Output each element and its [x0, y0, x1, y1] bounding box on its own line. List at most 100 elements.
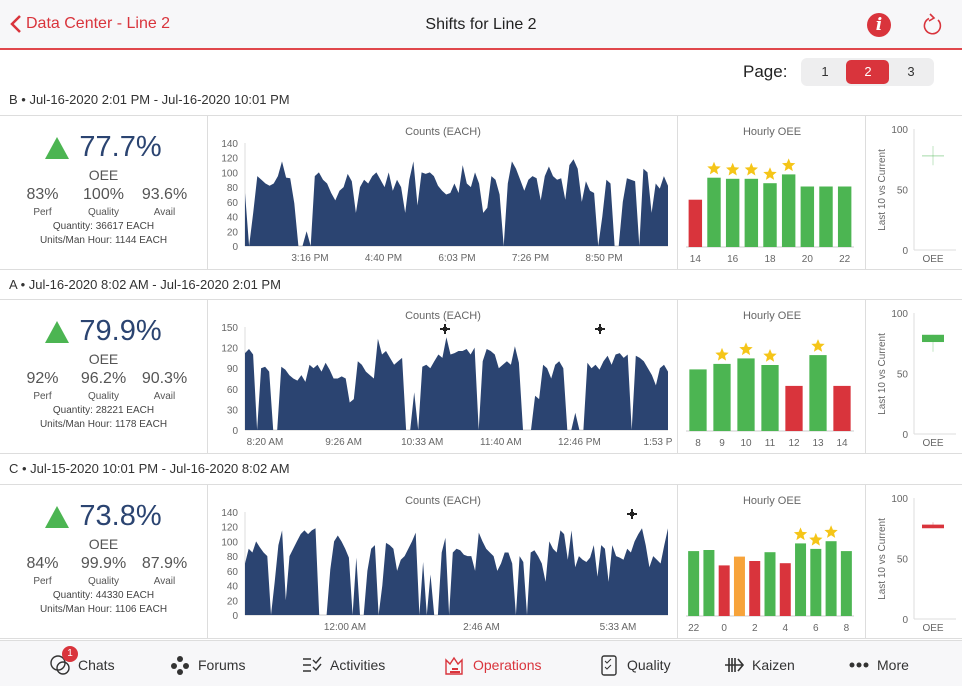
- hourly-oee-bar: [825, 541, 837, 616]
- x-tick-label: 12:46 PM: [558, 437, 601, 448]
- y-axis-label: Last 10 vs Current: [877, 149, 888, 231]
- shift-label: A • Jul-16-2020 8:02 AM - Jul-16-2020 2:…: [9, 277, 281, 292]
- tab-operations[interactable]: Operations: [443, 654, 541, 676]
- y-tick-label: 100: [891, 309, 908, 320]
- counts-chart: Counts (EACH) 0 30 60 90 120 150 8:20 AM 9:26 AM…: [208, 300, 678, 453]
- hourly-oee-bar: [763, 183, 777, 247]
- hourly-oee-bar: [744, 178, 759, 247]
- hourly-oee-bar: [840, 551, 852, 616]
- page-selector: Page: 1 2 3: [743, 58, 935, 86]
- hourly-oee-bar: [713, 363, 731, 431]
- counts-area: [245, 159, 668, 246]
- y-tick-label: 0: [902, 246, 908, 257]
- quality-label: Quality: [87, 207, 120, 218]
- y-tick-label: 80: [227, 552, 239, 563]
- hourly-oee-bar: [688, 199, 703, 247]
- hourly-oee-chart: Hourly OEE 22 0 2 4 6 8: [678, 485, 866, 638]
- x-tick-label: 9:26 AM: [325, 437, 362, 448]
- hourly-oee-bar: [833, 385, 851, 431]
- kpi-panel: 73.8% OEE 84% Perf 99.9% Quality 87.9% Avai…: [0, 485, 208, 638]
- tab-forums[interactable]: Forums: [168, 654, 245, 676]
- x-tick-label: OEE: [922, 254, 943, 265]
- x-tick-label: 6: [813, 623, 819, 634]
- star-icon: [782, 158, 796, 172]
- hourly-oee-bar: [688, 551, 700, 616]
- trend-up-icon: [45, 136, 70, 159]
- x-tick-label: 0: [721, 623, 727, 634]
- box: [922, 334, 944, 343]
- perf-value: 83%: [26, 186, 59, 203]
- star-icon: [739, 342, 753, 356]
- x-tick-label: 6:03 PM: [438, 253, 475, 264]
- star-icon: [763, 167, 777, 180]
- x-tick-label: 13: [812, 438, 824, 449]
- y-tick-label: 0: [232, 242, 238, 253]
- more-icon: [849, 662, 869, 668]
- hourly-oee-bar: [779, 563, 791, 616]
- x-tick-label: 12:00 AM: [324, 622, 366, 633]
- tab-label: Kaizen: [752, 657, 795, 673]
- counts-chart: Counts (EACH) 0 20 40 60 80 100 120 140 3:16 PM 4:…: [208, 116, 678, 269]
- hourly-oee-bar: [749, 561, 761, 616]
- tab-bar: 1 Chats Forums Activities Operations Quality K…: [0, 640, 962, 686]
- kpi-panel: 79.9% OEE 92% Perf 96.2% Quality 90.3% Avai…: [0, 300, 208, 453]
- x-tick-label: 2:46 AM: [463, 622, 500, 633]
- y-tick-label: 50: [897, 370, 909, 381]
- shift-row[interactable]: 73.8% OEE 84% Perf 99.9% Quality 87.9% Avai…: [0, 484, 962, 639]
- hourly-oee-chart: Hourly OEE 14 16 18 20 22: [678, 116, 866, 269]
- event-marker-icon: [440, 324, 450, 334]
- y-tick-label: 50: [897, 186, 909, 197]
- tab-label: Chats: [78, 657, 115, 673]
- x-tick-label: 2: [752, 623, 758, 634]
- chart-title: Hourly OEE: [743, 310, 801, 322]
- x-tick-label: 10:33 AM: [401, 437, 443, 448]
- page-3-button[interactable]: 3: [907, 64, 915, 79]
- tab-quality[interactable]: Quality: [597, 654, 671, 676]
- refresh-icon[interactable]: [921, 12, 945, 38]
- back-label: Data Center - Line 2: [26, 15, 171, 32]
- shift-row[interactable]: 79.9% OEE 92% Perf 96.2% Quality 90.3% Avai…: [0, 299, 962, 454]
- quality-label: Quality: [87, 576, 120, 587]
- x-tick-label: 10: [740, 438, 752, 449]
- y-tick-label: 50: [897, 555, 909, 566]
- nav-header: Data Center - Line 2 Shifts for Line 2 i: [0, 0, 962, 50]
- x-tick-label: 8: [844, 623, 850, 634]
- y-axis-label: Last 10 vs Current: [877, 333, 888, 415]
- oee-value: 77.7%: [79, 131, 162, 163]
- tab-kaizen[interactable]: Kaizen: [722, 654, 795, 676]
- hourly-oee-chart: Hourly OEE 8 9 10 11 12 13 14: [678, 300, 866, 453]
- y-tick-label: 100: [221, 168, 238, 179]
- y-tick-label: 120: [221, 154, 238, 165]
- tab-more[interactable]: More: [847, 654, 909, 676]
- back-button[interactable]: Data Center - Line 2: [10, 14, 170, 34]
- y-tick-label: 90: [227, 364, 239, 375]
- hourly-oee-bar: [725, 178, 740, 247]
- page-1-button[interactable]: 1: [821, 64, 829, 79]
- y-tick-label: 120: [221, 344, 238, 355]
- y-tick-label: 60: [227, 385, 239, 396]
- avail-value: 87.9%: [141, 555, 188, 572]
- avail-label: Avail: [153, 576, 176, 587]
- chart-title: Hourly OEE: [743, 126, 801, 138]
- info-icon[interactable]: i: [867, 13, 891, 37]
- kpi-panel: 77.7% OEE 83% Perf 100% Quality 93.6% Avail…: [0, 116, 208, 269]
- hourly-oee-bar: [707, 177, 721, 247]
- quantity-text: Quantity: 36617 EACH: [52, 221, 155, 232]
- x-tick-label: 22: [839, 254, 851, 265]
- avail-value: 93.6%: [141, 186, 188, 203]
- tab-chats[interactable]: 1 Chats: [48, 646, 115, 676]
- star-icon: [809, 532, 823, 546]
- x-tick-label: 18: [764, 254, 776, 265]
- page-2-button[interactable]: 2: [846, 60, 890, 84]
- hourly-oee-bar: [781, 174, 796, 247]
- hourly-oee-bar: [733, 556, 745, 616]
- quality-value: 96.2%: [80, 370, 127, 387]
- hourly-oee-bar: [737, 358, 755, 431]
- y-tick-label: 100: [891, 125, 908, 136]
- shift-row[interactable]: 77.7% OEE 83% Perf 100% Quality 93.6% Avail…: [0, 115, 962, 270]
- activities-icon: [303, 656, 322, 672]
- x-tick-label: 16: [727, 254, 739, 265]
- tab-activities[interactable]: Activities: [300, 654, 385, 676]
- box: [922, 524, 944, 529]
- y-tick-label: 60: [227, 567, 239, 578]
